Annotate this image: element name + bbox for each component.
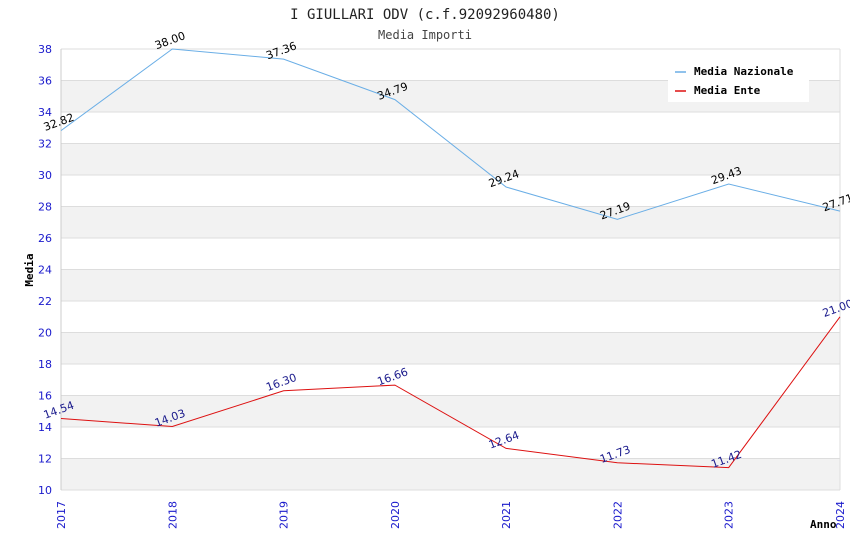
y-tick-label: 22 — [38, 295, 52, 308]
series-lines — [60, 48, 841, 469]
x-tick-label: 2022 — [611, 501, 624, 529]
background-bands — [61, 49, 840, 490]
y-tick-label: 24 — [38, 264, 52, 277]
band-32 — [61, 112, 840, 144]
series-line-media-ente — [60, 316, 841, 469]
band-18 — [61, 332, 840, 364]
legend-label-media-nazionale: Media Nazionale — [694, 65, 794, 78]
y-tick-label: 16 — [38, 390, 52, 403]
band-20 — [61, 301, 840, 333]
legend: Media Nazionale Media Ente — [668, 60, 809, 102]
x-tick-label: 2023 — [723, 501, 736, 529]
x-tick-label: 2020 — [389, 501, 402, 529]
y-tick-label: 34 — [38, 106, 52, 119]
y-tick-label: 32 — [38, 138, 52, 151]
y-tick-label: 26 — [38, 232, 52, 245]
y-tick-label: 28 — [38, 201, 52, 214]
x-tick-label: 2019 — [278, 501, 291, 529]
gridlines — [60, 48, 841, 491]
series-line-media-nazionale — [60, 48, 841, 220]
y-tick-label: 14 — [38, 421, 52, 434]
x-tick-label: 2021 — [500, 501, 513, 529]
y-tick-label: 12 — [38, 453, 52, 466]
y-tick-label: 30 — [38, 169, 52, 182]
x-tick-label: 2018 — [166, 501, 179, 529]
x-axis-label: Anno — [810, 518, 837, 531]
y-axis-label: Media — [23, 253, 36, 286]
chart-title: I GIULLARI ODV (c.f.92092960480) — [290, 7, 560, 23]
legend-label-media-ente: Media Ente — [694, 84, 761, 97]
y-tick-label: 18 — [38, 358, 52, 371]
band-28 — [61, 175, 840, 207]
y-tick-label: 36 — [38, 75, 52, 88]
band-26 — [61, 206, 840, 238]
band-30 — [61, 143, 840, 175]
y-axis-ticks: 10 12 14 16 18 20 22 24 26 28 30 32 34 36 38 — [38, 43, 52, 497]
legend-box — [668, 60, 809, 102]
band-24 — [61, 238, 840, 270]
band-12 — [61, 427, 840, 459]
band-16 — [61, 364, 840, 396]
band-10 — [61, 458, 840, 490]
y-tick-label: 20 — [38, 327, 52, 340]
y-tick-label: 10 — [38, 484, 52, 497]
band-22 — [61, 269, 840, 301]
y-tick-label: 38 — [38, 43, 52, 56]
x-tick-label: 2017 — [55, 501, 68, 529]
x-axis-ticks: 2017 2018 2019 2020 2021 2022 2023 2024 — [55, 501, 847, 529]
chart-subtitle: Media Importi — [378, 28, 472, 42]
band-14 — [61, 395, 840, 427]
x-tick-label: 2024 — [834, 501, 847, 529]
